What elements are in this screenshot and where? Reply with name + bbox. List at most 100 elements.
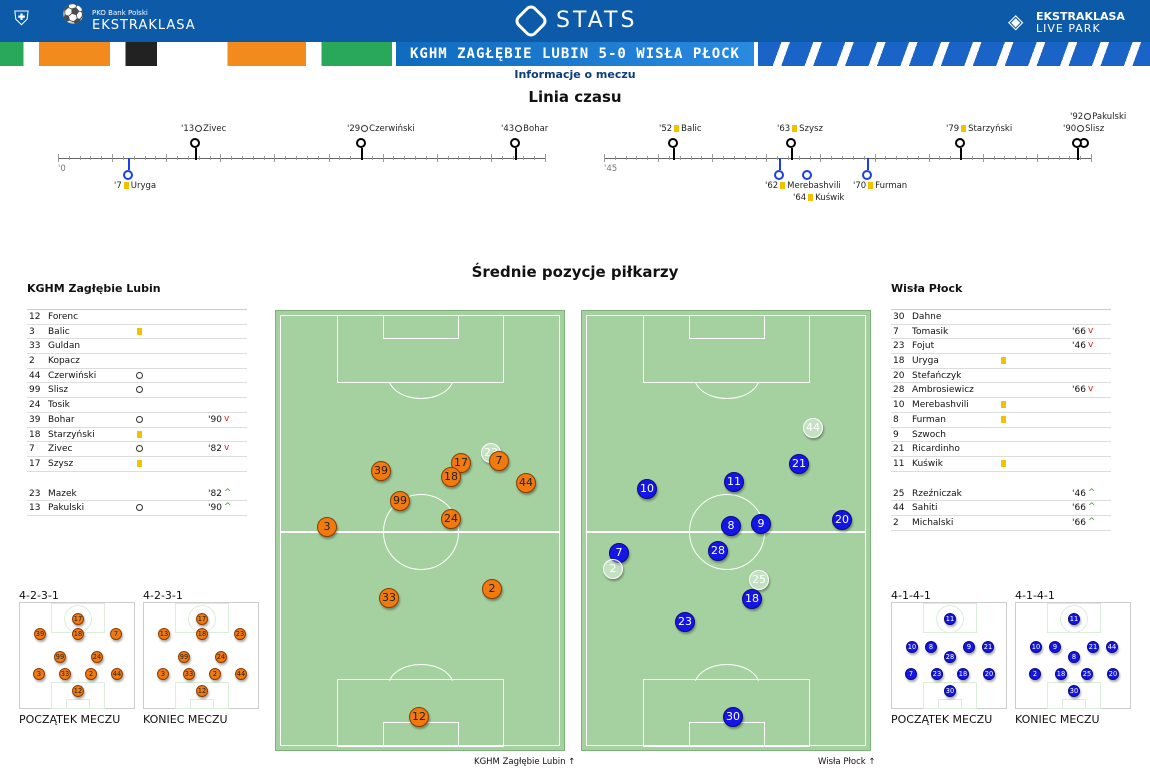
player-position-marker: 10 xyxy=(1030,641,1042,653)
roster-row[interactable]: 39 Bohar '90 v xyxy=(27,413,247,428)
roster-row[interactable]: 25 Rzeźniczak '46 ^ xyxy=(891,487,1111,502)
player-position-marker: 21 xyxy=(1087,641,1099,653)
player-position-marker: 44 xyxy=(235,668,247,680)
roster-row[interactable]: 8 Furman xyxy=(891,413,1111,428)
roster-row[interactable]: 2 Michalski '66 ^ xyxy=(891,516,1111,531)
player-position-marker: 44 xyxy=(111,668,123,680)
roster-row[interactable]: 24 Tosik xyxy=(27,398,247,413)
match-info-link[interactable]: Informacje o meczu xyxy=(514,68,636,81)
player-position-marker: 17 xyxy=(72,613,84,625)
roster-row[interactable]: 44 Czerwiński xyxy=(27,369,247,384)
player-position-marker: 18 xyxy=(441,467,461,487)
roster-row[interactable]: 11 Kuświk xyxy=(891,457,1111,472)
mini-goal-box xyxy=(190,699,214,709)
player-position-marker: 44 xyxy=(803,418,823,438)
marker-stem xyxy=(515,148,517,160)
roster-row[interactable]: 23 Mazek '82 ^ xyxy=(27,487,247,502)
home-formation-end: 4-2-3-1 xyxy=(143,589,183,602)
roster-row[interactable]: 13 Pakulski '90 ^ xyxy=(27,501,247,516)
timeline-tick xyxy=(907,156,909,160)
roster-row[interactable]: 30 Dahne xyxy=(891,310,1111,325)
roster-row[interactable]: 18 Uryga xyxy=(891,354,1111,369)
event-player-name: Uryga xyxy=(130,181,157,191)
player-position-marker: 21 xyxy=(789,454,809,474)
roster-row[interactable]: 17 Szysz xyxy=(27,457,247,472)
player-position-marker: 11 xyxy=(944,613,956,625)
substitution-time: '46 xyxy=(1072,488,1086,499)
timeline-event-marker xyxy=(802,170,812,180)
player-position-marker: 2 xyxy=(603,559,623,579)
timeline-tick xyxy=(668,156,670,160)
roster-row[interactable]: 7 Tomasik '66 v xyxy=(891,325,1111,340)
timeline-tick xyxy=(809,156,811,160)
yellow-card-icon xyxy=(137,459,142,467)
roster-row[interactable]: 7 Zivec '82 v xyxy=(27,442,247,457)
player-name: Kuświk xyxy=(912,458,943,469)
timeline-tick xyxy=(766,154,768,162)
timeline-tick xyxy=(512,156,514,160)
timeline-tick xyxy=(712,154,714,162)
player-position-marker: 9 xyxy=(963,641,975,653)
timeline-tick xyxy=(1091,154,1092,162)
player-name: Guldan xyxy=(48,341,81,352)
player-number: 20 xyxy=(893,370,905,381)
roster-row[interactable]: 23 Fojut '46 v xyxy=(891,339,1111,355)
player-name: Merebashvili xyxy=(912,400,969,411)
player-number: 17 xyxy=(29,458,41,469)
roster-row[interactable]: 10 Merebashvili xyxy=(891,398,1111,413)
timeline-tick xyxy=(263,156,265,160)
roster-row[interactable]: 21 Ricardinho xyxy=(891,442,1111,457)
player-number: 24 xyxy=(29,400,41,411)
marker-stem xyxy=(779,158,781,170)
marker-stem xyxy=(1077,148,1079,160)
stats-title[interactable]: STATS xyxy=(512,2,637,40)
timeline-title: Linia czasu xyxy=(528,88,622,106)
player-position-marker: 28 xyxy=(944,651,956,663)
player-name: Bohar xyxy=(48,414,75,425)
player-position-marker: 12 xyxy=(409,707,429,727)
home-average-positions-pitch: 23 17 7 39 18 44 99 24 3 2 33 12 xyxy=(275,310,565,751)
roster-row[interactable]: 20 Stefańczyk xyxy=(891,369,1111,384)
marker-stem xyxy=(791,148,793,160)
player-name: Kopacz xyxy=(48,356,80,367)
timeline-tick xyxy=(679,156,681,160)
roster-row[interactable]: 3 Balic xyxy=(27,325,247,340)
timeline-tick xyxy=(1015,156,1017,160)
player-number: 23 xyxy=(893,341,905,352)
roster-row[interactable]: 28 Ambrosiewicz '66 v xyxy=(891,383,1111,399)
ball-icon xyxy=(136,445,143,453)
pko-brand-line2: EKSTRAKLASA xyxy=(92,18,196,33)
player-position-marker: 20 xyxy=(983,668,995,680)
timeline-event-label: '64 Kuświk xyxy=(793,193,844,203)
event-minute: '7 xyxy=(114,181,122,191)
player-number: 2 xyxy=(893,517,899,528)
home-end-label: KONIEC MECZU xyxy=(143,713,228,726)
sub-out-icon: v xyxy=(1088,325,1094,336)
timeline-tick xyxy=(787,156,789,160)
player-position-marker: 12 xyxy=(72,685,84,697)
roster-row[interactable]: 99 Slisz xyxy=(27,383,247,399)
player-position-marker: 23 xyxy=(931,668,943,680)
timeline-event-marker xyxy=(774,170,784,180)
timeline-tick xyxy=(328,154,330,162)
timeline-tick xyxy=(1080,156,1082,160)
timeline-tick xyxy=(939,156,941,160)
roster-row[interactable]: 2 Kopacz xyxy=(27,354,247,369)
roster-row[interactable]: 44 Sahiti '66 ^ xyxy=(891,501,1111,516)
player-number: 9 xyxy=(893,429,899,440)
roster-row[interactable]: 12 Forenc xyxy=(27,310,247,325)
roster-row[interactable]: 18 Starzyński xyxy=(27,428,247,443)
player-position-marker: 21 xyxy=(982,641,994,653)
player-position-marker: 25 xyxy=(749,570,769,590)
timeline-tick xyxy=(1069,156,1071,160)
marker-stem xyxy=(867,158,869,170)
yellow-card-icon xyxy=(1001,357,1006,365)
roster-row[interactable]: 9 Szwoch xyxy=(891,428,1111,443)
home-start-label: POCZĄTEK MECZU xyxy=(19,713,121,726)
player-position-marker: 33 xyxy=(379,588,399,608)
roster-row[interactable]: 33 Guldan xyxy=(27,339,247,355)
event-player-name: Czerwiński xyxy=(369,124,415,134)
player-number: 7 xyxy=(29,444,35,455)
player-position-marker: 18 xyxy=(196,628,208,640)
roster-gap xyxy=(891,472,1111,487)
